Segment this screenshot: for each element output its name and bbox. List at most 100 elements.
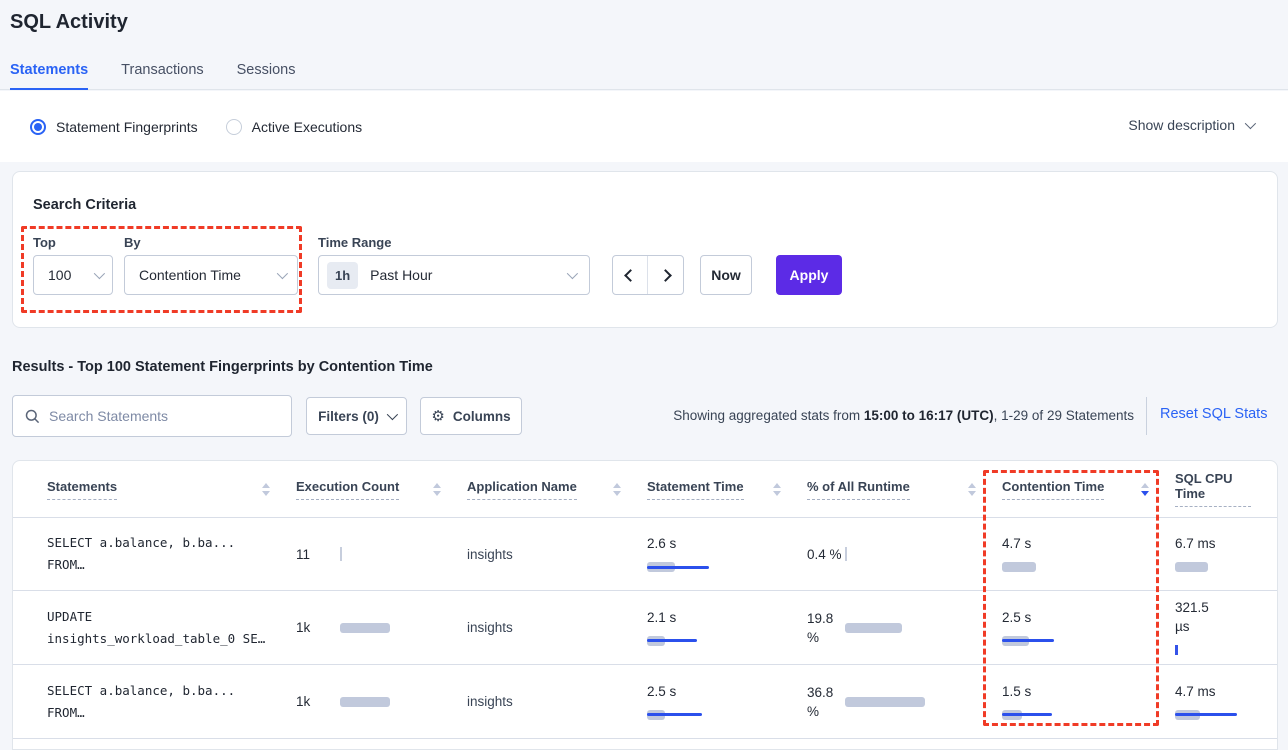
filters-button[interactable]: Filters (0) (306, 397, 407, 435)
sort-icon (613, 482, 621, 496)
sort-icon (433, 482, 441, 496)
apply-button[interactable]: Apply (776, 255, 842, 295)
search-criteria-title: Search Criteria (33, 197, 137, 213)
tab-sessions[interactable]: Sessions (236, 62, 296, 78)
search-criteria-card: Search Criteria Top 100 By Contention Ti… (12, 171, 1278, 328)
table-row[interactable]: SELECT a.balance, b.ba... FROM… 1k insig… (13, 665, 1277, 739)
chevron-left-icon (623, 268, 637, 282)
show-description-toggle[interactable]: Show description (1128, 117, 1257, 133)
view-toggle-bar: Statement Fingerprints Active Executions… (0, 91, 1288, 162)
percent-runtime-bar (845, 547, 929, 561)
by-select[interactable]: Contention Time (124, 255, 298, 295)
search-statements-input[interactable] (49, 408, 281, 424)
filters-label: Filters (0) (318, 408, 379, 424)
tab-bar: Statements Transactions Sessions (0, 56, 1288, 90)
statement-fingerprint-link[interactable]: UPDATE insights_workload_table_0 SE… (47, 608, 266, 646)
chevron-down-icon (276, 267, 289, 280)
chevron-down-icon (93, 267, 106, 280)
contention-time-bar (1002, 708, 1086, 722)
columns-label: Columns (452, 408, 511, 424)
sql-cpu-time-cell: 6.7 ms (1175, 534, 1277, 574)
reset-sql-stats-link[interactable]: Reset SQL Stats (1160, 406, 1268, 422)
time-range-select[interactable]: 1h Past Hour (318, 255, 590, 295)
search-statements-box (12, 395, 292, 437)
statement-time-cell: 2.6 s (647, 534, 807, 574)
percent-runtime-cell: 19.8 % (807, 609, 1002, 647)
page-title: SQL Activity (10, 11, 128, 33)
by-label: By (124, 235, 141, 250)
execution-count-bar (340, 621, 424, 635)
sort-icon (262, 482, 270, 496)
contention-time-cell: 4.7 s (1002, 534, 1175, 574)
top-select-value: 100 (48, 267, 72, 283)
chevron-down-icon (386, 408, 398, 421)
execution-count-bar (340, 695, 424, 709)
percent-runtime-bar (845, 621, 929, 635)
results-heading: Results - Top 100 Statement Fingerprints… (12, 359, 433, 375)
radio-label: Active Executions (251, 118, 363, 135)
statements-table: Statements Execution Count Application N… (12, 460, 1278, 750)
chevron-right-icon (659, 268, 672, 282)
search-icon (25, 409, 40, 423)
time-range-badge: 1h (327, 261, 359, 289)
sort-icon (968, 482, 976, 496)
sql-cpu-time-bar (1175, 708, 1259, 722)
column-header-application-name[interactable]: Application Name (467, 479, 647, 500)
sql-cpu-time-cell: 321.5 µs (1175, 598, 1277, 657)
statement-time-cell: 2.5 s (647, 682, 807, 722)
now-button[interactable]: Now (700, 255, 752, 295)
radio-active-executions[interactable]: Active Executions (225, 118, 363, 135)
statement-time-bar (647, 560, 731, 574)
contention-time-bar (1002, 560, 1086, 574)
column-header-statements[interactable]: Statements (47, 479, 296, 500)
showing-stats-text: Showing aggregated stats from 15:00 to 1… (673, 408, 1134, 423)
time-range-label: Time Range (318, 235, 392, 250)
contention-time-cell: 2.5 s (1002, 608, 1175, 648)
application-name-cell: insights (467, 620, 513, 635)
sort-icon (773, 482, 781, 496)
statement-fingerprint-link[interactable]: SELECT a.balance, b.ba... FROM… (47, 535, 236, 572)
column-header-execution-count[interactable]: Execution Count (296, 479, 467, 500)
time-range-value: Past Hour (370, 267, 433, 283)
application-name-cell: insights (467, 694, 513, 709)
radio-unselected-icon (225, 118, 242, 135)
column-header-percent-of-all-runtime[interactable]: % of All Runtime (807, 479, 1002, 500)
table-header-row: Statements Execution Count Application N… (13, 461, 1277, 518)
gear-icon: ⚙ (431, 408, 445, 425)
contention-time-bar (1002, 634, 1086, 648)
statement-fingerprint-link[interactable]: SELECT a.balance, b.ba... FROM… (47, 682, 236, 720)
columns-button[interactable]: ⚙ Columns (420, 397, 522, 435)
chevron-down-icon (566, 267, 579, 280)
previous-time-button[interactable] (613, 256, 649, 294)
sql-cpu-time-bar (1175, 643, 1259, 657)
statement-time-bar (647, 634, 731, 648)
table-row[interactable]: SELECT a.balance, b.ba... FROM… 11 insig… (13, 518, 1277, 591)
by-select-value: Contention Time (139, 267, 241, 283)
next-time-button[interactable] (648, 256, 683, 294)
sql-cpu-time-bar (1175, 560, 1259, 574)
application-name-cell: insights (467, 546, 513, 562)
execution-count-cell: 1k (296, 694, 467, 709)
tab-statements[interactable]: Statements (10, 56, 89, 90)
column-header-statement-time[interactable]: Statement Time (647, 479, 807, 500)
time-nav-group (612, 255, 684, 295)
table-row[interactable]: UPDATE insights_workload_table_0 SE… 1k … (13, 591, 1277, 665)
percent-runtime-bar (845, 695, 929, 709)
percent-runtime-cell: 0.4 % (807, 545, 1002, 564)
column-header-sql-cpu-time[interactable]: SQL CPU Time (1175, 471, 1277, 507)
toolbar-divider (1146, 397, 1147, 435)
radio-label: Statement Fingerprints (56, 118, 198, 135)
radio-statement-fingerprints[interactable]: Statement Fingerprints (30, 118, 198, 135)
execution-count-cell: 11 (296, 547, 467, 562)
sql-cpu-time-cell: 4.7 ms (1175, 682, 1277, 722)
show-description-label: Show description (1128, 117, 1235, 133)
statement-time-bar (647, 708, 731, 722)
tab-transactions[interactable]: Transactions (121, 62, 204, 78)
chevron-down-icon (1244, 117, 1257, 130)
statement-time-cell: 2.1 s (647, 608, 807, 648)
top-select[interactable]: 100 (33, 255, 113, 295)
sort-icon-active-desc (1141, 482, 1149, 496)
column-header-contention-time[interactable]: Contention Time (1002, 479, 1175, 500)
percent-runtime-cell: 36.8 % (807, 683, 1002, 721)
contention-time-cell: 1.5 s (1002, 682, 1175, 722)
